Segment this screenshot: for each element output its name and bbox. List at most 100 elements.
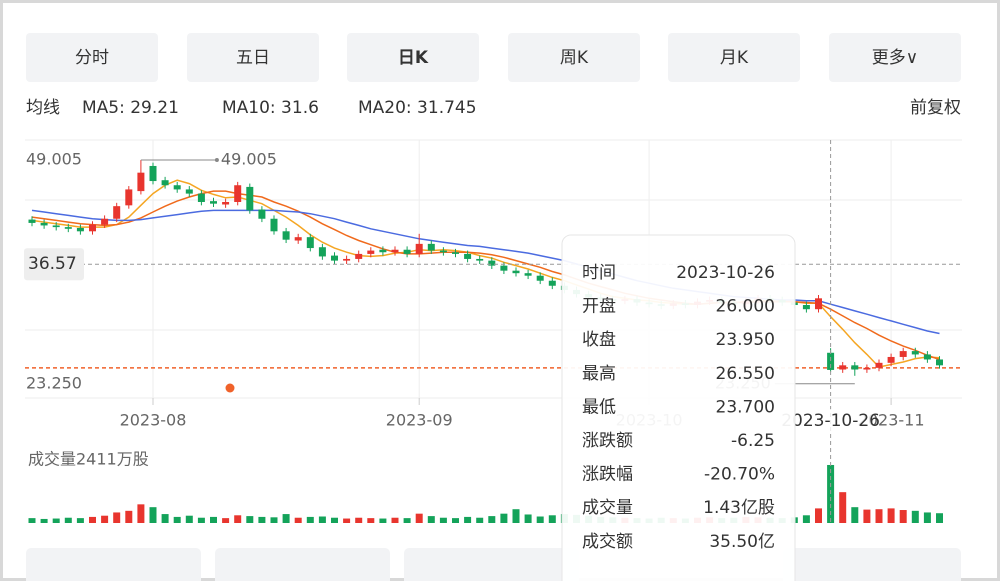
volume-bar <box>64 517 72 523</box>
candle-body <box>318 247 326 257</box>
volume-bar <box>415 513 423 523</box>
tooltip-label: 涨跌幅 <box>582 465 633 485</box>
volume-bar <box>161 514 169 523</box>
high-marker-label: 49.005 <box>221 150 277 169</box>
candle-body <box>149 165 157 182</box>
candle-body <box>911 351 919 355</box>
tab-label[interactable]: 周K <box>560 48 589 68</box>
tooltip-value: 23.950 <box>716 330 775 350</box>
bottom-button[interactable] <box>26 548 201 581</box>
tab-label[interactable]: 更多∨ <box>872 48 918 68</box>
tab-label[interactable]: 分时 <box>75 48 109 68</box>
tooltip-value: 26.000 <box>716 297 775 317</box>
volume-bar <box>355 517 363 523</box>
tab[interactable]: 五日 <box>187 33 319 82</box>
volume-bar <box>524 514 532 523</box>
volume-bar <box>76 518 84 523</box>
volume-bar <box>294 517 302 523</box>
tooltip-label: 开盘 <box>582 297 616 317</box>
candle-body <box>899 351 907 357</box>
candle-body <box>28 219 36 223</box>
candle-body <box>185 189 193 194</box>
volume-bar <box>911 510 919 523</box>
event-dot[interactable] <box>225 383 235 393</box>
volume-bar <box>464 516 472 523</box>
crosshair: 36.57 2023-10-26 <box>24 140 962 523</box>
candle-body <box>827 352 835 370</box>
crosshair-price: 36.57 <box>28 254 77 274</box>
volume-bar <box>331 517 338 523</box>
legend-entry: MA20: 31.745 <box>358 98 477 118</box>
candle-body <box>52 225 60 228</box>
tab-bg[interactable] <box>26 33 158 82</box>
tab[interactable]: 分时 <box>26 33 158 82</box>
volume-bar <box>863 509 871 523</box>
volume-bar <box>149 507 157 523</box>
ma-legend: MA5: 29.21 MA10: 31.6 MA20: 31.745 <box>82 98 477 118</box>
tab[interactable]: 更多∨ <box>829 33 961 82</box>
bottom-buttons <box>26 548 961 581</box>
volume-bar <box>923 512 931 523</box>
tooltip-label: 时间 <box>582 263 616 283</box>
volume-bar <box>137 504 145 523</box>
bottom-button[interactable] <box>215 548 390 581</box>
volume-bar <box>89 516 96 523</box>
tab-label[interactable]: 月K <box>720 48 749 68</box>
adjust-mode[interactable]: 前复权 <box>910 98 961 118</box>
candle-body <box>512 270 520 274</box>
tooltip-value: 35.50亿 <box>709 532 775 552</box>
tooltip-value: -20.70% <box>704 465 775 485</box>
volume-bar <box>488 516 496 523</box>
tooltip-label: 最低 <box>582 397 616 417</box>
candle-body <box>270 218 278 232</box>
volume-bar <box>246 516 254 523</box>
candle-body <box>379 249 387 253</box>
tooltip-value: 1.43亿股 <box>703 498 775 518</box>
tab-bg[interactable] <box>508 33 640 82</box>
candle-body <box>875 362 883 368</box>
volume-bar <box>548 515 556 523</box>
candle-body <box>234 185 242 202</box>
tooltip-label: 最高 <box>582 364 616 384</box>
tab-bg[interactable] <box>187 33 319 82</box>
tooltip-value: -6.25 <box>731 431 775 451</box>
volume-bar <box>476 517 484 523</box>
bottom-button[interactable] <box>404 548 579 581</box>
volume-bar <box>173 516 181 523</box>
candle-body <box>439 250 447 253</box>
tab[interactable]: 周K <box>508 33 640 82</box>
tab[interactable]: 日K <box>347 33 479 82</box>
tab-bg[interactable] <box>668 33 800 82</box>
candle-body <box>548 280 556 286</box>
volume-bar <box>500 513 508 523</box>
tooltip: 时间 2023-10-26 开盘 26.000 收盘 23.950 最高 26.550 最低 23… <box>561 234 796 581</box>
candle-body <box>887 356 895 363</box>
crosshair-price-bg <box>24 248 84 281</box>
bottom-button[interactable] <box>783 548 961 581</box>
volume-bar <box>28 518 36 523</box>
tab-label[interactable]: 五日 <box>236 48 270 68</box>
candle-body <box>343 258 351 261</box>
candle-body <box>839 365 847 370</box>
legend-entry: MA10: 31.6 <box>222 98 319 118</box>
tab-label[interactable]: 日K <box>398 48 429 68</box>
volume-bar <box>403 518 411 523</box>
y-tick-label: 23.250 <box>26 373 82 392</box>
tab-bg[interactable] <box>347 33 479 82</box>
candle-body <box>222 201 230 205</box>
tab[interactable]: 月K <box>668 33 800 82</box>
candle-body <box>294 237 302 241</box>
candle-body <box>173 185 181 190</box>
candle-body <box>64 227 72 229</box>
candle-body <box>536 275 544 281</box>
candle-body <box>427 243 435 251</box>
tab-bg[interactable] <box>829 33 961 82</box>
volume-bar <box>125 510 133 523</box>
volume-bar <box>367 518 375 523</box>
volume-bar <box>343 518 351 523</box>
volume-bar <box>512 509 520 523</box>
candle-body <box>76 227 84 232</box>
